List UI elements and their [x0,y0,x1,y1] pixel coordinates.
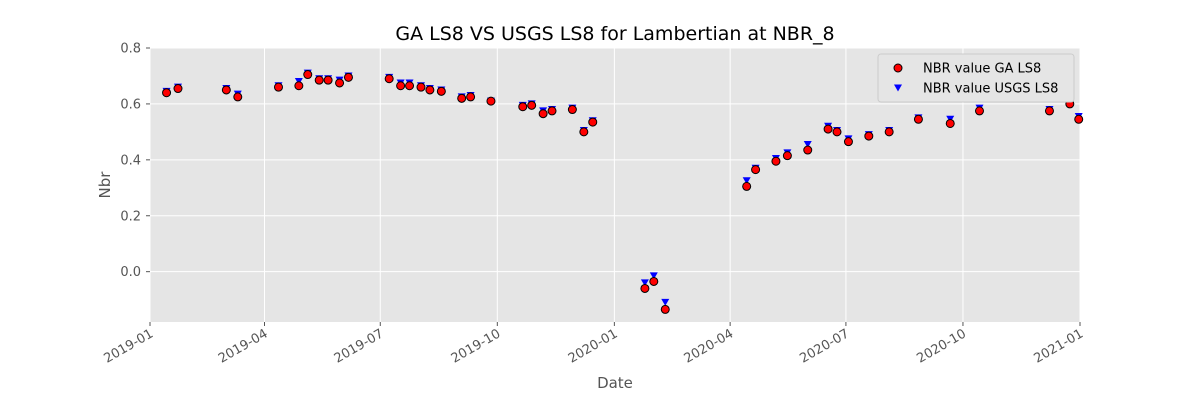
usgs-ls8-point [803,140,812,148]
ga-ls8-point [547,106,557,116]
ga-ls8-point [343,72,353,82]
ga-ls8-point [416,82,426,92]
ga-ls8-point [751,165,761,175]
ga-ls8-point [384,74,394,84]
ga-ls8-point [323,75,333,85]
usgs-ls8-point [661,298,670,306]
ga-ls8-point [843,137,853,147]
ga-ls8-point [945,118,955,128]
ga-ls8-point [579,127,589,137]
y-tick-label: 0.0 [120,265,141,280]
y-axis-label: Nbr [96,171,114,199]
ga-ls8-point [273,82,283,92]
ga-ls8-point [457,93,467,103]
ga-ls8-point [527,100,537,110]
ga-ls8-point [303,70,313,80]
usgs-ls8-point [649,272,658,280]
legend: NBR value GA LS8 NBR value USGS LS8 [877,53,1075,103]
x-tick-label: 2020-04 [682,326,737,366]
ga-ls8-point [518,102,528,112]
usgs-ls8-point [742,177,751,185]
legend-label: NBR value USGS LS8 [923,82,1058,97]
ga-ls8-point [436,86,446,96]
ga-ls8-point [335,78,345,88]
x-tick-label: 2019-04 [216,326,271,366]
ga-ls8-point [640,283,650,293]
ga-ls8-point [832,127,842,137]
ga-ls8-point [803,145,813,155]
ga-ls8-point [588,117,598,127]
x-tick-label: 2020-07 [797,326,852,366]
ga-ls8-point [405,81,415,91]
ga-ls8-point [567,105,577,115]
ga-ls8-point [884,127,894,137]
ga-ls8-point [823,124,833,134]
ga-ls8-point [294,81,304,91]
ga-ls8-point [538,109,548,119]
y-tick-label: 0.4 [120,153,141,168]
ga-ls8-point [660,304,670,314]
ga-ls8-point [771,156,781,166]
series-layer [162,69,1084,314]
ga-ls8-point [162,88,172,98]
ga-ls8-point [396,81,406,91]
ga-ls8-point [649,276,659,286]
ga-ls8-point [782,151,792,161]
y-tick-label: 0.8 [120,42,141,57]
ga-ls8-point [1044,106,1054,116]
y-tick-label: 0.2 [120,209,141,224]
ga-ls8-point [974,106,984,116]
x-tick-label: 2019-07 [332,326,387,366]
y-axis-ticks: 0.0 0.2 0.4 0.6 0.8 [120,42,150,280]
ga-ls8-point [233,92,243,102]
ga-ls8-point [742,181,752,191]
x-axis-ticks: 2019-01 2019-04 2019-07 2019-10 2020-01 2020-… [101,322,1086,367]
ga-ls8-point [173,84,183,94]
ga-ls8-point [913,114,923,124]
x-tick-label: 2019-01 [101,326,156,366]
x-tick-label: 2020-10 [914,326,969,366]
ga-ls8-point [1074,114,1084,124]
y-tick-label: 0.6 [120,97,141,112]
usgs-ls8-point [640,279,649,287]
ga-ls8-point [425,85,435,95]
x-tick-label: 2019-10 [449,326,504,366]
x-tick-label: 2020-01 [566,326,621,366]
legend-marker [893,63,903,73]
chart-title: GA LS8 VS USGS LS8 for Lambertian at NBR… [395,23,834,45]
x-tick-label: 2021-01 [1031,326,1086,366]
legend-box [877,53,1075,103]
ga-ls8-point [314,75,324,85]
legend-label: NBR value GA LS8 [923,62,1041,77]
ga-ls8-point [466,92,476,102]
legend-marker [894,84,902,92]
ga-ls8-point [486,96,496,106]
ga-ls8-point [221,85,231,95]
x-axis-label: Date [597,374,633,392]
ga-ls8-point [864,131,874,141]
